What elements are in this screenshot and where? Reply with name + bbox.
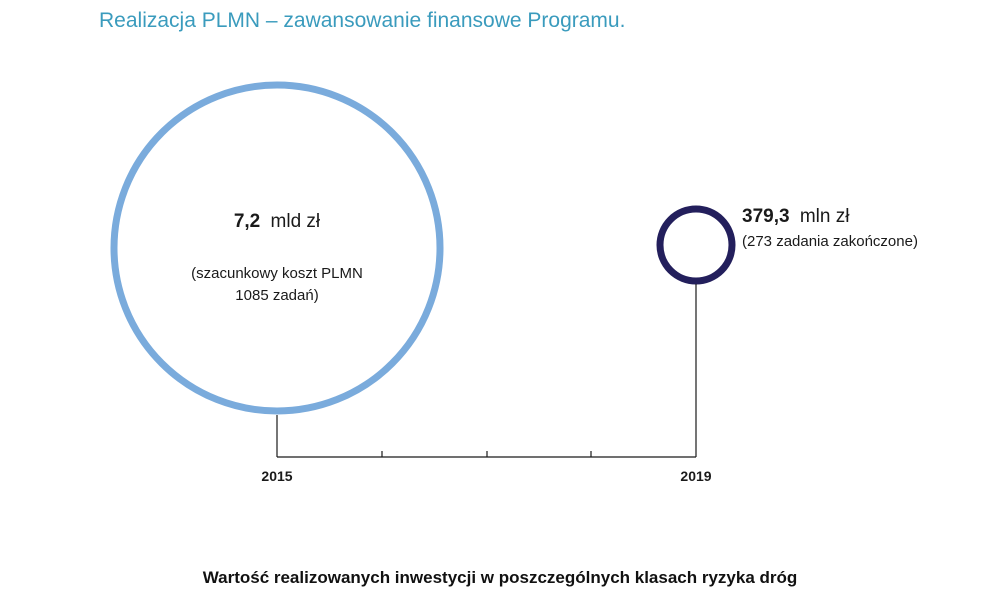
- value-label-2019: 379,3 mln zł: [742, 206, 850, 227]
- value-unit-2019: mln zł: [800, 206, 850, 227]
- section-subtitle: Wartość realizowanych inwestycji w poszc…: [202, 568, 798, 587]
- note-2019-line1: (273 zadania zakończone): [742, 233, 918, 250]
- note-2015-line1: (szacunkowy koszt PLMN: [191, 265, 363, 282]
- value-label-2015: 7,2 mld zł: [234, 211, 321, 232]
- bubble-2015: [110, 81, 444, 415]
- page-title: Realizacja PLMN – zawansowanie finansowe…: [99, 9, 626, 32]
- value-number-2019: 379,3: [742, 206, 790, 227]
- value-number-2015: 7,2: [234, 211, 260, 232]
- note-2015-line2: 1085 zadań): [235, 287, 318, 304]
- year-label-2015: 2015: [261, 468, 292, 484]
- value-unit-2015: mld zł: [271, 211, 321, 232]
- year-label-2019: 2019: [680, 468, 711, 484]
- bubble-2019: [656, 205, 736, 285]
